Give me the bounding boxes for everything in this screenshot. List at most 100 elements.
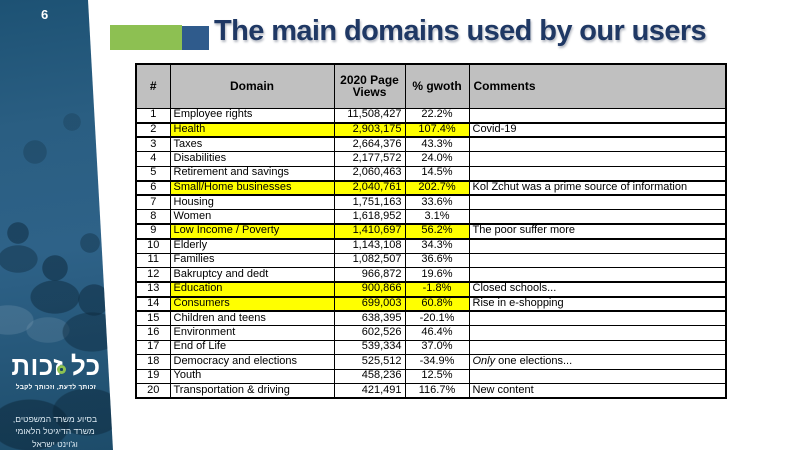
table-row: 5 Retirement and savings 2,060,463 14.5% <box>135 165 727 181</box>
cell-rank: 7 <box>135 194 171 210</box>
table-row: 18 Democracy and elections 525,512 -34.9% On… <box>135 354 727 370</box>
title-marker <box>110 25 209 50</box>
col-header-rank: # <box>135 63 171 109</box>
cell-domain: Low Income / Poverty <box>169 223 335 240</box>
cell-views: 2,664,376 <box>333 136 406 152</box>
cell-comment: Only one elections... <box>468 354 727 370</box>
table-row: 13 Education 900,866 -1.8% Closed schools... <box>135 281 727 298</box>
blue-square-icon <box>182 25 209 50</box>
cell-views: 421,491 <box>333 383 406 399</box>
cell-comment <box>468 209 727 225</box>
table-row: 8 Women 1,618,952 3.1% <box>135 209 727 225</box>
comment-text: Kol Zchut was a prime source of informat… <box>472 180 688 193</box>
cell-growth: 56.2% <box>404 223 470 240</box>
cell-growth: 12.5% <box>404 368 470 384</box>
credits-line: וג'וינט ישראל <box>32 438 78 449</box>
cell-growth: 14.5% <box>404 165 470 181</box>
table-row: 17 End of Life 539,334 37.0% <box>135 339 727 355</box>
sidebar-photo-strip: 6 כל זכות זכותך לדעת, וזכותך לקבל בסיוע … <box>0 0 113 450</box>
col-header-views: 2020 Page Views <box>333 63 406 109</box>
comment-italic-text: Only <box>472 354 496 367</box>
cell-domain: Families <box>169 252 335 268</box>
table-row: 20 Transportation & driving 421,491 116.7% N… <box>135 383 727 399</box>
cell-comment: New content <box>468 383 727 399</box>
cell-comment <box>468 267 727 283</box>
green-bar-icon <box>110 25 182 50</box>
cell-rank: 4 <box>135 151 171 167</box>
cell-rank: 8 <box>135 209 171 225</box>
cell-domain: Disabilities <box>169 151 335 167</box>
cell-views: 1,410,697 <box>333 223 406 240</box>
cell-domain: Bakruptcy and dedt <box>169 267 335 283</box>
credits-line: בסיוע משרד המשפטים, <box>12 414 98 424</box>
cell-views: 539,334 <box>333 339 406 355</box>
credits-text: בסיוע משרד המשפטים, משרד הדיגיטל הלאומי … <box>0 413 110 450</box>
cell-views: 602,526 <box>333 325 406 341</box>
cell-rank: 2 <box>135 121 171 138</box>
table-row: 12 Bakruptcy and dedt 966,872 19.6% <box>135 267 727 283</box>
cell-domain: Small/Home businesses <box>169 179 335 196</box>
cell-domain: Women <box>169 209 335 225</box>
cell-views: 1,751,163 <box>333 194 406 210</box>
cell-comment <box>468 325 727 341</box>
cell-rank: 12 <box>135 267 171 283</box>
cell-growth: 116.7% <box>404 383 470 399</box>
kol-zchut-logo: כל זכות זכותך לדעת, וזכותך לקבל <box>0 351 112 391</box>
cell-domain: Elderly <box>169 238 335 254</box>
table-row: 14 Consumers 699,003 60.8% Rise in e-shoppin… <box>135 295 727 312</box>
cell-views: 2,040,761 <box>333 179 406 196</box>
cell-comment <box>468 136 727 152</box>
table-row: 11 Families 1,082,507 36.6% <box>135 252 727 268</box>
cell-views: 1,082,507 <box>333 252 406 268</box>
logo-text: כל זכות <box>11 351 101 381</box>
table-row: 15 Children and teens 638,395 -20.1% <box>135 310 727 326</box>
cell-domain: End of Life <box>169 339 335 355</box>
cell-rank: 14 <box>135 295 171 312</box>
col-header-comments: Comments <box>468 63 727 109</box>
cell-domain: Environment <box>169 325 335 341</box>
cell-comment <box>468 252 727 268</box>
cell-rank: 18 <box>135 354 171 370</box>
cell-growth: -1.8% <box>404 281 470 298</box>
table-header-row: # Domain 2020 Page Views % gwoth Comment… <box>135 63 727 109</box>
cell-rank: 5 <box>135 165 171 181</box>
cell-growth: 34.3% <box>404 238 470 254</box>
table-row: 3 Taxes 2,664,376 43.3% <box>135 136 727 152</box>
slide-number: 6 <box>41 7 49 22</box>
cell-rank: 16 <box>135 325 171 341</box>
table-row: 4 Disabilities 2,177,572 24.0% <box>135 151 727 167</box>
cell-comment <box>468 310 727 326</box>
cell-domain: Taxes <box>169 136 335 152</box>
table-row: 19 Youth 458,236 12.5% <box>135 368 727 384</box>
cell-growth: 46.4% <box>404 325 470 341</box>
cell-domain: Education <box>169 281 335 298</box>
cell-growth: 36.6% <box>404 252 470 268</box>
cell-rank: 6 <box>135 179 171 196</box>
cell-growth: 19.6% <box>404 267 470 283</box>
table-row: 1 Employee rights 11,508,427 22.2% <box>135 107 727 123</box>
cell-views: 2,177,572 <box>333 151 406 167</box>
cell-comment <box>468 107 727 123</box>
cell-rank: 1 <box>135 107 171 123</box>
comment-text: New content <box>472 383 534 396</box>
cell-domain: Youth <box>169 368 335 384</box>
cell-growth: 24.0% <box>404 151 470 167</box>
logo-tagline: זכותך לדעת, וזכותך לקבל <box>15 383 97 391</box>
comment-text: Closed schools... <box>472 282 557 295</box>
cell-comment: Rise in e-shopping <box>468 295 727 312</box>
cell-views: 1,143,108 <box>333 238 406 254</box>
table-row: 9 Low Income / Poverty 1,410,697 56.2% The p… <box>135 223 727 240</box>
cell-growth: 3.1% <box>404 209 470 225</box>
cell-growth: -20.1% <box>404 310 470 326</box>
cell-growth: 202.7% <box>404 179 470 196</box>
page-title: The main domains used by our users <box>214 15 707 47</box>
cell-domain: Democracy and elections <box>169 354 335 370</box>
cell-domain: Health <box>169 121 335 138</box>
cell-rank: 13 <box>135 281 171 298</box>
cell-views: 11,508,427 <box>333 107 406 123</box>
credits-line: משרד הדיגיטל הלאומי <box>15 426 95 437</box>
cell-comment <box>468 165 727 181</box>
comment-text: Covid-19 <box>472 122 517 135</box>
comment-text: Rise in e-shopping <box>472 296 564 309</box>
cell-comment: Closed schools... <box>468 281 727 298</box>
